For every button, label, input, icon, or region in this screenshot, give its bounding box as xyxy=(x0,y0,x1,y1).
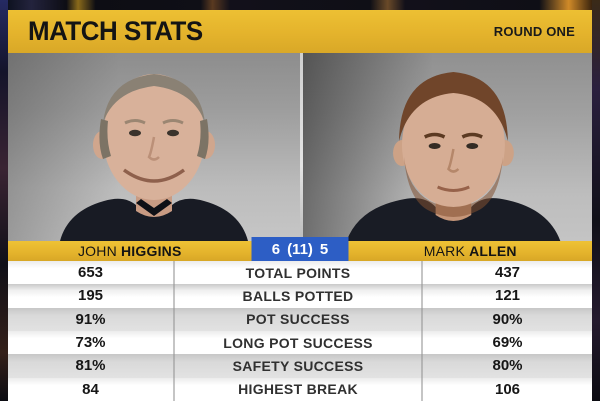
table-row: 81% SAFETY SUCCESS 80% xyxy=(8,354,592,378)
player-first-name: MARK xyxy=(423,243,465,259)
person-silhouette-icon xyxy=(60,74,248,241)
stat-label: BALLS POTTED xyxy=(173,284,423,308)
table-row: 84 HIGHEST BREAK 106 xyxy=(8,377,592,401)
stat-value-left: 73% xyxy=(75,334,106,352)
frame-score-badge: 6 (11) 5 xyxy=(251,237,349,261)
stat-label: TOTAL POINTS xyxy=(173,261,423,285)
stat-value-left: 91% xyxy=(75,310,106,328)
stat-label: LONG POT SUCCESS xyxy=(173,330,423,355)
stat-value-left: 81% xyxy=(75,357,106,375)
player-name-right: MARK ALLEN xyxy=(349,243,593,259)
stat-label: POT SUCCESS xyxy=(173,307,423,331)
header-bar: MATCH STATS ROUND ONE xyxy=(8,10,592,53)
background-video-top-edge xyxy=(8,0,592,10)
photo-divider xyxy=(300,53,303,241)
player-first-name: JOHN xyxy=(77,243,117,259)
stat-value-right: 437 xyxy=(494,264,521,282)
table-row: 91% POT SUCCESS 90% xyxy=(8,307,592,331)
stat-label: HIGHEST BREAK xyxy=(173,377,423,401)
table-row: 73% LONG POT SUCCESS 69% xyxy=(8,330,592,355)
page-title: MATCH STATS xyxy=(28,16,203,46)
background-video-right-edge xyxy=(592,0,600,401)
stat-value-right: 90% xyxy=(492,310,523,328)
player-last-name: HIGGINS xyxy=(120,243,182,259)
stat-value-left: 84 xyxy=(82,380,99,398)
stat-value-right: 80% xyxy=(492,357,523,375)
background-video-left-edge xyxy=(0,0,8,401)
stat-value-left: 653 xyxy=(77,264,104,282)
table-row: 195 BALLS POTTED 121 xyxy=(8,284,592,308)
player-photo-mark-allen xyxy=(303,53,592,241)
stat-label: SAFETY SUCCESS xyxy=(173,354,423,378)
stat-value-left: 195 xyxy=(77,287,104,305)
round-label: ROUND ONE xyxy=(493,24,575,39)
player-last-name: ALLEN xyxy=(469,243,517,259)
player-photos xyxy=(8,53,592,241)
stats-card: MATCH STATS ROUND ONE xyxy=(8,10,592,401)
stat-value-right: 121 xyxy=(494,287,521,305)
names-bar: JOHN HIGGINS MARK ALLEN 6 (11) 5 xyxy=(8,237,593,261)
person-silhouette-icon xyxy=(346,72,561,241)
score-left: 6 xyxy=(271,240,281,258)
player-photo-john-higgins xyxy=(8,53,300,241)
table-row: 653 TOTAL POINTS 437 xyxy=(8,261,592,285)
score-right: 5 xyxy=(319,240,329,258)
stat-value-right: 69% xyxy=(492,334,523,352)
player-name-left: JOHN HIGGINS xyxy=(8,243,252,259)
stat-value-right: 106 xyxy=(494,380,521,398)
stats-table: 653 TOTAL POINTS 437 195 BALLS POTTED 12… xyxy=(8,261,592,401)
score-frames: (11) xyxy=(287,240,313,258)
